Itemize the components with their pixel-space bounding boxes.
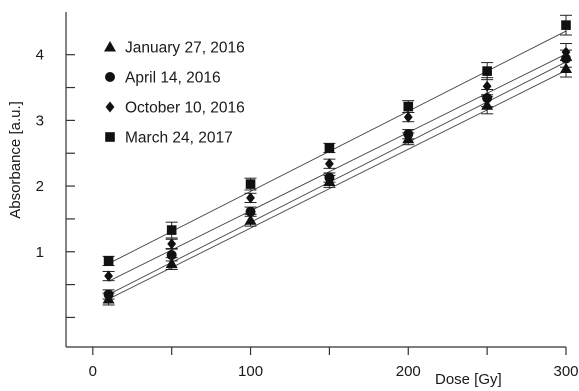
data-markers <box>102 20 572 304</box>
data-point <box>561 20 571 30</box>
data-point <box>244 214 257 225</box>
data-point <box>403 129 414 140</box>
y-tick-label: 2 <box>36 178 44 195</box>
data-point <box>246 192 255 204</box>
data-point <box>245 179 256 189</box>
data-point <box>482 80 492 92</box>
legend-marker <box>105 72 115 82</box>
data-point <box>103 256 114 266</box>
data-point <box>482 93 493 104</box>
data-point <box>561 46 571 58</box>
data-point <box>165 257 178 269</box>
legend-marker <box>104 41 116 52</box>
y-tick-label: 3 <box>36 112 44 129</box>
data-point <box>560 62 572 73</box>
data-point <box>403 101 414 112</box>
x-tick-label: 100 <box>238 363 263 380</box>
fit-line <box>108 61 567 295</box>
x-axis-title: Dose [Gy] <box>435 371 502 388</box>
data-point <box>104 270 113 282</box>
data-point <box>166 225 177 235</box>
y-axis-title: Absorbance [a.u.] <box>7 101 24 219</box>
data-point <box>167 238 177 250</box>
data-point <box>325 158 334 170</box>
x-tick-label: 200 <box>396 363 421 380</box>
legend-marker <box>105 132 115 142</box>
y-tick-label: 4 <box>36 47 44 64</box>
y-tick-label: 1 <box>36 244 44 261</box>
x-tick-label: 300 <box>553 363 578 380</box>
legend: January 27, 2016 April 14, 2016 October 10… <box>104 40 245 147</box>
data-point <box>482 66 492 76</box>
data-point <box>103 289 114 300</box>
legend-label: April 14, 2016 <box>125 70 221 87</box>
fit-line <box>108 53 567 282</box>
legend-label: March 24, 2017 <box>125 130 233 147</box>
data-point <box>403 111 413 123</box>
data-point <box>245 206 256 217</box>
data-point <box>481 99 494 110</box>
data-point <box>324 172 335 183</box>
fit-line <box>108 30 567 264</box>
legend-label: January 27, 2016 <box>125 40 245 57</box>
x-tick-label: 0 <box>89 363 97 380</box>
data-point <box>166 250 177 261</box>
data-point <box>324 143 335 153</box>
data-point <box>561 53 571 64</box>
axes <box>65 12 567 355</box>
legend-label: October 10, 2016 <box>125 100 245 117</box>
legend-marker <box>105 101 115 113</box>
tick-labels: 0 100 200 300 1 2 3 4 <box>36 47 579 380</box>
